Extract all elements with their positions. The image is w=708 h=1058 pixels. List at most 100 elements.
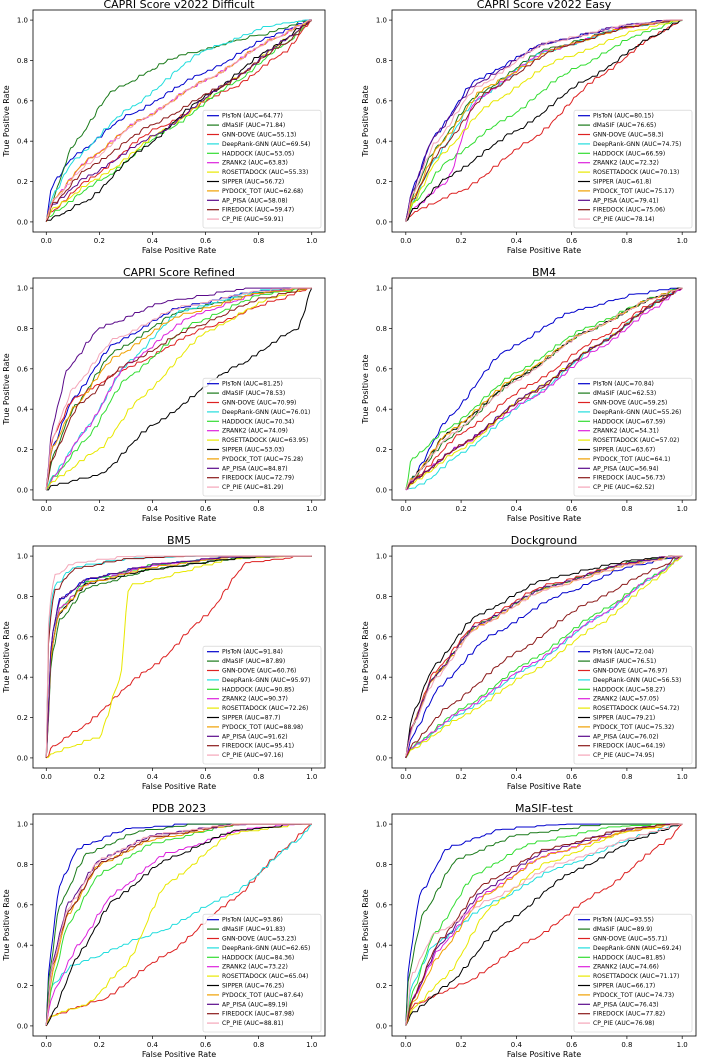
roc-curve-haddock [405, 823, 683, 1026]
roc-curve-sipper [46, 20, 312, 221]
y-tick-label: 0.4 [17, 406, 29, 414]
roc-curve-firedock [45, 287, 312, 490]
legend-box [202, 377, 322, 497]
y-tick-label: 0.0 [376, 1022, 387, 1030]
roc-curve-ap-pisa [45, 19, 312, 222]
y-axis-label: True Positive Rate [2, 621, 11, 693]
roc-curve-ap-pisa [405, 19, 683, 221]
legend: PIsToN (AUC=72.04) dMaSIF (AUC=76.51) GNN-… [573, 645, 693, 765]
y-tick-label: 0.2 [17, 982, 28, 990]
y-tick-label: 0.8 [376, 861, 387, 869]
roc-curve-firedock [405, 19, 683, 223]
legend-entry: FIREDOCK (AUC=59.47) [222, 207, 294, 214]
roc-curve-pydock-tot [45, 287, 312, 490]
legend-entry: HADDOCK (AUC=90.85) [222, 686, 294, 693]
y-tick-label: 0.0 [376, 754, 387, 762]
legend-entry: AP_PISA (AUC=56.94) [593, 465, 659, 472]
legend-entry: AP_PISA (AUC=58.08) [222, 197, 288, 204]
legend-box [202, 109, 322, 229]
y-tick-label: 1.0 [376, 285, 387, 293]
legend-entry: PYDOCK_TOT (AUC=62.68) [222, 188, 303, 195]
legend-entry: HADDOCK (AUC=67.59) [593, 418, 665, 425]
roc-curve-ap-pisa [405, 555, 683, 758]
legend-entry: FIREDOCK (AUC=95.41) [222, 743, 294, 750]
y-tick-label: 0.6 [376, 97, 388, 105]
legend-entry: SIPPER (AUC=87.7) [222, 715, 280, 722]
roc-curve-deeprank-gnn [45, 19, 312, 223]
legend-entry: FIREDOCK (AUC=77.82) [593, 1011, 665, 1018]
x-tick-label: 1.0 [677, 773, 688, 781]
legend-entry: HADDOCK (AUC=58.27) [593, 686, 665, 693]
legend: PIsToN (AUC=80.15) dMaSIF (AUC=76.65) GNN-… [573, 109, 693, 229]
roc-curve-haddock [405, 287, 683, 491]
legend-entry: dMaSIF (AUC=62.53) [593, 390, 656, 397]
roc-curve-sipper [405, 555, 683, 758]
legend-entry: ZRANK2 (AUC=74.66) [593, 964, 659, 971]
legend-entry: ZRANK2 (AUC=63.83) [222, 160, 288, 167]
legend-entry: PIsToN (AUC=93.55) [593, 917, 654, 924]
roc-curve-ap-pisa [45, 287, 312, 490]
legend-entry: AP_PISA (AUC=89.19) [222, 1001, 288, 1008]
legend-entry: dMaSIF (AUC=89.9) [593, 926, 652, 933]
x-tick-label: 0.2 [94, 773, 105, 781]
roc-curve-zrank2 [405, 287, 683, 491]
legend-entry: GNN-DOVE (AUC=58.3) [593, 132, 664, 139]
panel-title: BM4 [532, 266, 556, 279]
legend-entry: DeepRank-GNN (AUC=69.24) [593, 945, 681, 952]
legend-entry: HADDOCK (AUC=70.34) [222, 418, 294, 425]
x-tick-label: 0.2 [94, 237, 105, 245]
x-axis-label: False Positive Rate [142, 514, 216, 523]
x-tick-label: 0.8 [621, 237, 632, 245]
roc-panel-6: Dockground 0.0 0.0 0.2 0.2 0.4 0.4 0.6 0.6 0.8 0.8… [361, 534, 697, 791]
legend-entry: SIPPER (AUC=66.17) [593, 983, 655, 990]
legend-entry: ZRANK2 (AUC=90.37) [222, 696, 288, 703]
legend-entry: GNN-DOVE (AUC=70.99) [222, 400, 296, 407]
y-tick-label: 0.6 [376, 633, 388, 641]
x-tick-label: 1.0 [306, 773, 317, 781]
y-tick-label: 0.8 [376, 57, 387, 65]
legend-entry: PYDOCK_TOT (AUC=75.17) [593, 188, 674, 195]
x-tick-label: 0.4 [511, 773, 523, 781]
y-tick-label: 0.6 [17, 901, 29, 909]
roc-curve-piston [405, 287, 683, 490]
roc-curve-haddock [45, 19, 312, 222]
x-tick-label: 0.6 [566, 773, 578, 781]
y-tick-label: 0.4 [376, 674, 388, 682]
legend-entry: dMaSIF (AUC=78.53) [222, 390, 285, 397]
y-tick-label: 0.0 [17, 1022, 28, 1030]
x-tick-label: 0.2 [94, 1041, 105, 1049]
legend-entry: PIsToN (AUC=64.77) [222, 113, 283, 120]
x-tick-label: 0.2 [456, 773, 467, 781]
roc-curve-cp-pie [405, 19, 683, 223]
legend-entry: GNN-DOVE (AUC=76.97) [593, 668, 667, 675]
roc-curve-cp-pie [45, 20, 312, 221]
legend-entry: ZRANK2 (AUC=54.31) [593, 428, 659, 435]
legend-entry: FIREDOCK (AUC=72.79) [222, 475, 294, 482]
roc-panel-7: PDB 2023 0.0 0.0 0.2 0.2 0.4 0.4 0.6 0.6 0.8 0.8 1.… [2, 802, 326, 1058]
x-tick-label: 0.4 [147, 505, 159, 513]
legend-entry: PIsToN (AUC=72.04) [593, 649, 654, 656]
y-tick-label: 0.8 [17, 57, 28, 65]
legend-entry: ROSETTADOCK (AUC=70.13) [593, 169, 679, 176]
legend-entry: SIPPER (AUC=79.21) [593, 715, 655, 722]
legend-entry: ROSETTADOCK (AUC=55.33) [222, 169, 308, 176]
legend-entry: HADDOCK (AUC=66.59) [593, 150, 665, 157]
legend-entry: SIPPER (AUC=61.8) [593, 179, 651, 186]
legend-entry: PIsToN (AUC=80.15) [593, 113, 654, 120]
roc-curve-zrank2 [45, 19, 312, 223]
x-tick-label: 0.6 [200, 1041, 212, 1049]
legend-entry: PYDOCK_TOT (AUC=88.98) [222, 724, 303, 731]
roc-curve-gnn-dove [405, 823, 683, 1026]
roc-curve-sipper [45, 555, 312, 758]
roc-curve-deeprank-gnn [405, 287, 683, 490]
y-axis-label: True Positive rate [361, 354, 370, 424]
x-tick-label: 0.4 [147, 237, 159, 245]
roc-curve-cp-pie [45, 287, 312, 490]
roc-panel-8: MaSIF-test 0.0 0.0 0.2 0.2 0.4 0.4 0.6 0.6 0.8 0.8… [361, 802, 697, 1058]
y-tick-label: 0.2 [376, 714, 387, 722]
legend-entry: dMaSIF (AUC=76.51) [593, 658, 656, 665]
y-tick-label: 0.4 [17, 942, 29, 950]
legend-entry: CP_PIE (AUC=59.91) [222, 216, 283, 223]
roc-curve-dmasif [45, 19, 312, 223]
legend-entry: AP_PISA (AUC=76.43) [593, 1001, 659, 1008]
